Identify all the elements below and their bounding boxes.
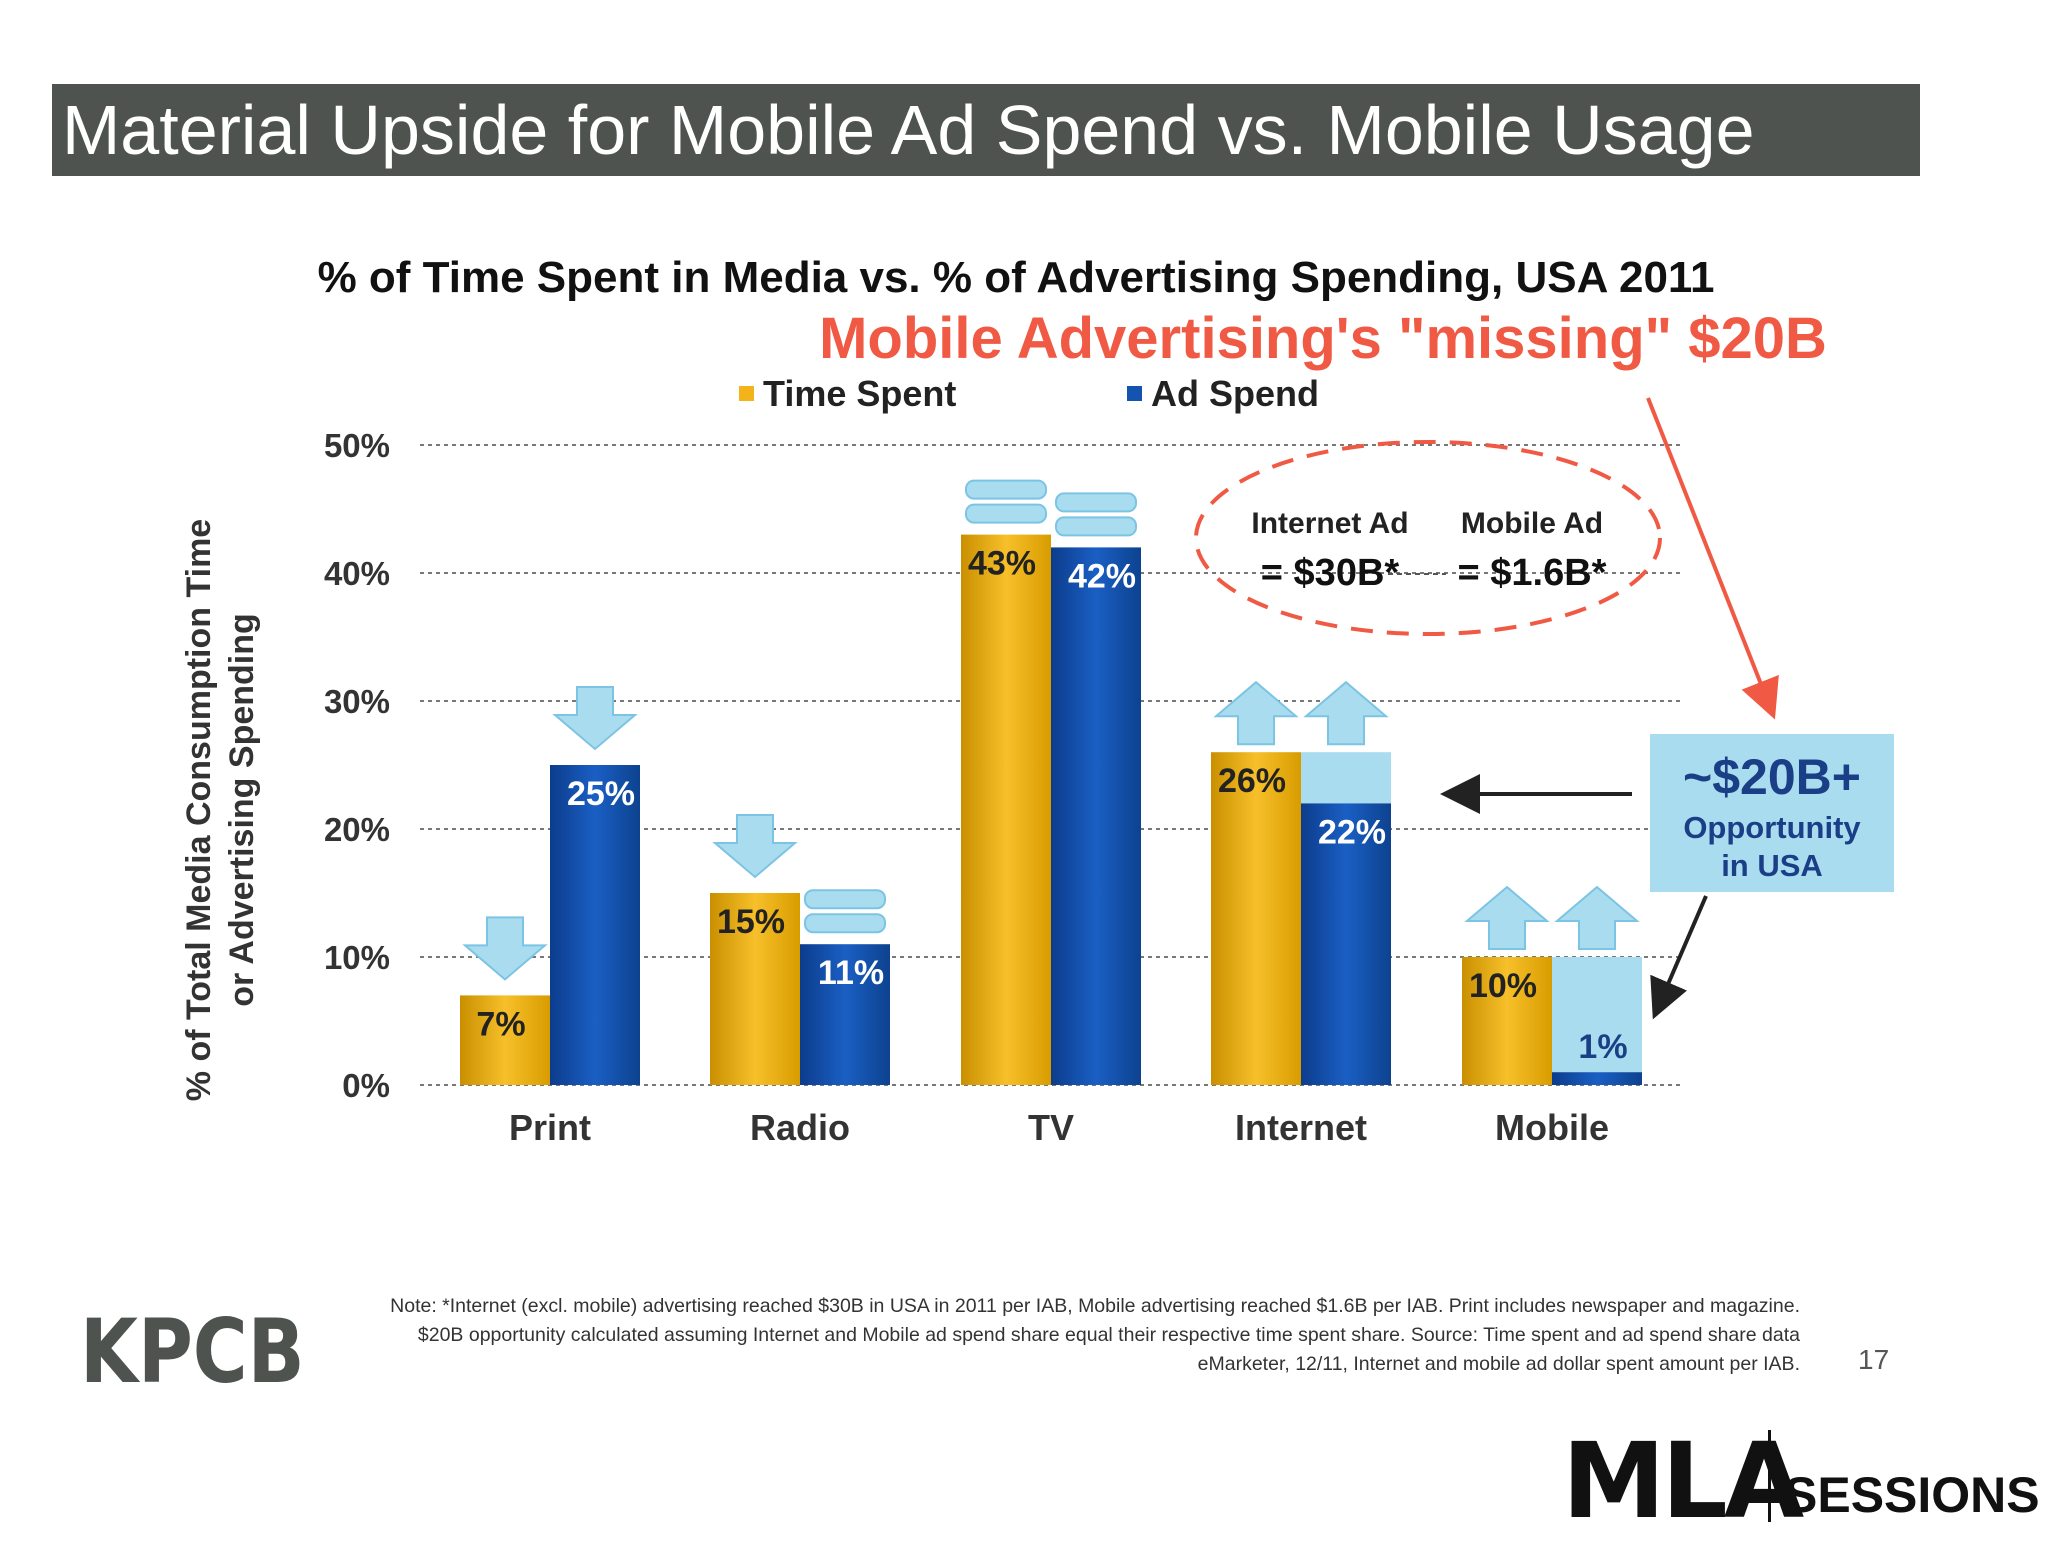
data-label-time-spent: 15% — [717, 903, 785, 941]
legend-time-spent: Time Spent — [763, 373, 956, 414]
y-tick-label: 40% — [324, 555, 390, 592]
flat-indicator-icon — [965, 503, 1047, 524]
title-bar: Material Upside for Mobile Ad Spend vs. … — [52, 84, 1920, 176]
slide-title: Material Upside for Mobile Ad Spend vs. … — [62, 91, 1755, 169]
flat-indicator-icon — [1055, 516, 1137, 537]
data-label-time-spent: 7% — [476, 1005, 525, 1043]
oval-internet-label: Internet Ad — [1251, 507, 1408, 540]
down-arrow-icon — [712, 814, 798, 879]
data-label-ad-spend: 25% — [567, 775, 635, 813]
flat-indicator-icon — [804, 889, 886, 910]
y-axis-ticks: 0% 10% 20% 30% 40% 50% — [324, 427, 390, 1104]
bars — [460, 534, 1642, 1085]
data-label-ad-spend: 42% — [1068, 557, 1136, 595]
y-tick-label: 0% — [342, 1067, 390, 1104]
flat-indicator-icon — [1055, 492, 1137, 513]
opportunity-line2: in USA — [1721, 848, 1823, 883]
chart-title: % of Time Spent in Media vs. % of Advert… — [318, 253, 1715, 302]
category-label-mobile: Mobile — [1495, 1107, 1609, 1148]
category-labels: Print Radio TV Internet Mobile — [509, 1107, 1609, 1148]
y-tick-label: 50% — [324, 427, 390, 464]
bar-labels: 7% 25% 15% 11% 43% 42% 26% 22% 10% 1% — [476, 545, 1627, 1067]
category-label-print: Print — [509, 1107, 591, 1148]
oval-internet-value: = $30B* — [1261, 552, 1400, 594]
opportunity-line1: Opportunity — [1683, 810, 1861, 845]
data-label-time-spent: 43% — [968, 545, 1036, 583]
kpcb-logo: KPCB — [80, 1300, 305, 1403]
data-label-ad-spend: 1% — [1578, 1028, 1627, 1066]
oval-mobile-value: = $1.6B* — [1458, 552, 1607, 594]
bar-time-spent-tv — [961, 534, 1051, 1085]
y-tick-label: 30% — [324, 683, 390, 720]
opportunity-value: ~$20B+ — [1683, 749, 1861, 805]
category-label-radio: Radio — [750, 1107, 850, 1148]
data-label-ad-spend: 22% — [1318, 813, 1386, 851]
legend-swatch-ad-spend — [1127, 386, 1142, 401]
category-label-internet: Internet — [1235, 1107, 1367, 1148]
legend-ad-spend: Ad Spend — [1151, 373, 1319, 414]
bar-time-spent-radio — [710, 893, 800, 1085]
data-label-time-spent: 26% — [1218, 762, 1286, 800]
bar-time-spent-internet — [1211, 752, 1301, 1085]
y-axis-label-line2: or Advertising Spending — [223, 613, 261, 1007]
bar-ad-spend-tv — [1051, 547, 1141, 1085]
missing-arrow — [1646, 397, 1779, 720]
gap-fill-mobile — [1552, 957, 1642, 1073]
bar-ad-spend-radio — [800, 944, 890, 1085]
up-arrow-icon — [1464, 885, 1550, 950]
up-arrow-icon — [1554, 885, 1640, 950]
oval-mobile-label: Mobile Ad — [1461, 507, 1603, 540]
mla-logo: MLA — [1562, 1420, 1804, 1542]
legend-swatch-time-spent — [739, 386, 754, 401]
footnote: Note: *Internet (excl. mobile) advertisi… — [390, 1295, 1800, 1375]
up-arrow-icon — [1303, 680, 1389, 746]
bar-time-spent-print — [460, 995, 550, 1085]
down-arrow-icon — [462, 916, 548, 981]
opportunity-box — [1650, 734, 1894, 892]
gap-fill-internet — [1301, 752, 1391, 804]
bar-ad-spend-internet — [1301, 803, 1391, 1085]
page-number: 17 — [1858, 1344, 1890, 1375]
bar-ad-spend-print — [550, 765, 640, 1085]
trend-indicators — [462, 479, 1640, 981]
down-arrow-icon — [552, 686, 638, 751]
flat-indicator-icon — [804, 913, 886, 934]
bar-time-spent-mobile — [1462, 957, 1552, 1085]
y-axis-label-line1: % of Total Media Consumption Time — [180, 519, 218, 1101]
flat-indicator-icon — [965, 479, 1047, 500]
data-label-time-spent: 10% — [1469, 967, 1537, 1005]
bar-ad-spend-mobile — [1552, 1072, 1642, 1085]
opportunity-arrow-mobile — [1650, 895, 1708, 1020]
sessions-logo: SESSIONS — [1784, 1467, 2040, 1523]
logo-divider — [1768, 1430, 1771, 1522]
data-label-ad-spend: 11% — [818, 954, 884, 992]
missing-annotation: Mobile Advertising's "missing" $20B — [819, 306, 1827, 371]
ad-spend-oval — [1194, 440, 1662, 636]
y-tick-label: 20% — [324, 811, 390, 848]
up-arrow-icon — [1213, 680, 1299, 746]
y-tick-label: 10% — [324, 939, 390, 976]
category-label-tv: TV — [1028, 1107, 1074, 1148]
